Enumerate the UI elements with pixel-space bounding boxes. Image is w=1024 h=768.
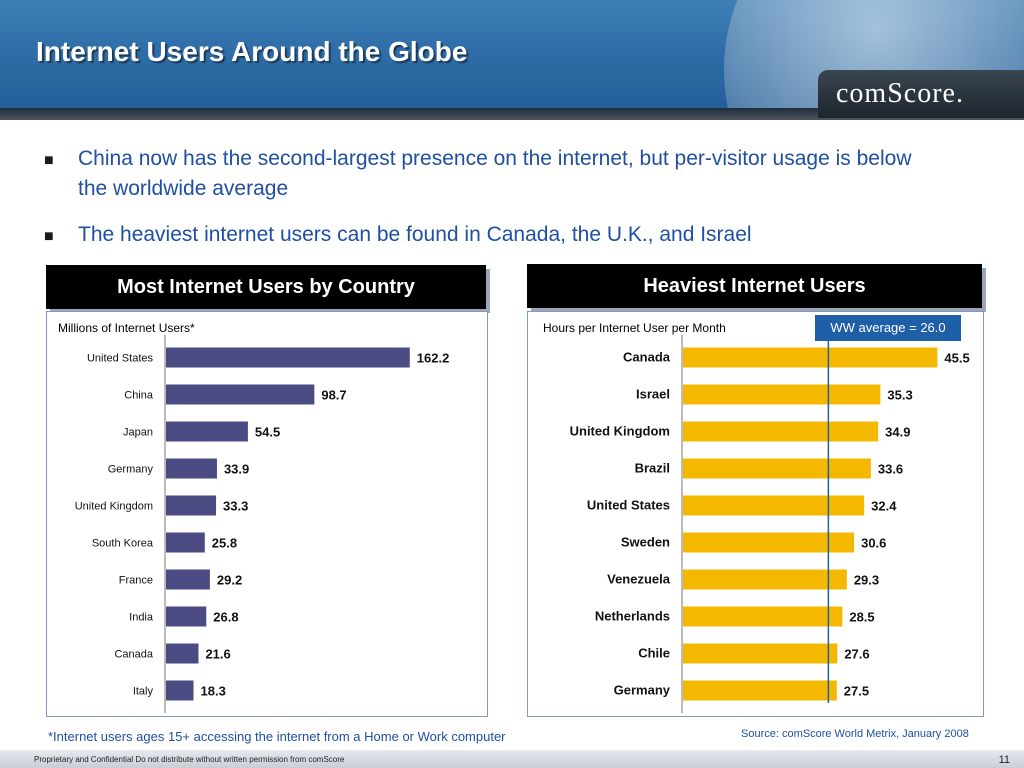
header-divider — [0, 108, 1024, 120]
category-label-south-korea: South Korea — [92, 538, 154, 550]
bar-united-states — [683, 495, 865, 516]
square-bullet-icon: ■ — [44, 228, 54, 245]
left-chart-panel — [46, 311, 488, 717]
category-label-venezuela: Venezuela — [607, 572, 671, 587]
category-label-united-states: United States — [87, 353, 154, 365]
bar-italy — [166, 680, 194, 701]
confidential-notice: Proprietary and Confidential Do not dist… — [34, 755, 345, 764]
bar-united-states — [166, 347, 410, 368]
value-label-united-kingdom: 33.3 — [223, 499, 248, 514]
page-number: 11 — [998, 754, 1010, 766]
bullet-item: ■ China now has the second-largest prese… — [44, 144, 944, 204]
left-panel-title: Most Internet Users by Country — [46, 265, 486, 309]
bar-united-kingdom — [683, 421, 879, 442]
ww-average-badge: WW average = 26.0 — [815, 315, 961, 341]
category-label-germany: Germany — [108, 464, 154, 476]
bar-south-korea — [166, 532, 205, 553]
left-chart-subtitle: Millions of Internet Users* — [58, 321, 195, 335]
value-label-venezuela: 29.3 — [854, 573, 879, 588]
value-label-israel: 35.3 — [887, 388, 912, 403]
value-label-germany: 27.5 — [844, 684, 869, 699]
bar-japan — [166, 421, 248, 442]
value-label-united-kingdom: 34.9 — [885, 425, 910, 440]
category-label-italy: Italy — [133, 686, 154, 698]
category-label-united-states: United States — [587, 498, 670, 513]
right-bar-chart: Canada 45.5 Israel 35.3 United Kingdom 34.9 Br… — [570, 335, 970, 713]
category-label-canada: Canada — [114, 649, 153, 661]
category-label-chile: Chile — [638, 646, 670, 661]
footnote: *Internet users ages 15+ accessing the i… — [48, 729, 506, 744]
bar-india — [166, 606, 207, 627]
value-label-france: 29.2 — [217, 573, 242, 588]
category-label-united-kingdom: United Kingdom — [570, 424, 670, 439]
value-label-canada: 21.6 — [205, 647, 230, 662]
bar-germany — [683, 680, 837, 701]
comscore-logo: comScore. — [836, 78, 964, 109]
bar-israel — [683, 384, 881, 405]
bar-chile — [683, 643, 838, 664]
value-label-china: 98.7 — [321, 388, 346, 403]
bar-netherlands — [683, 606, 843, 627]
category-label-netherlands: Netherlands — [595, 609, 670, 624]
bar-canada — [166, 643, 199, 664]
bar-venezuela — [683, 569, 847, 590]
category-label-israel: Israel — [636, 387, 670, 402]
page-title: Internet Users Around the Globe — [36, 36, 468, 67]
value-label-netherlands: 28.5 — [849, 610, 874, 625]
square-bullet-icon: ■ — [44, 152, 54, 169]
logo-plate — [818, 70, 1024, 118]
bullet-list: ■ China now has the second-largest prese… — [44, 144, 944, 268]
value-label-india: 26.8 — [213, 610, 238, 625]
category-label-sweden: Sweden — [621, 535, 670, 550]
category-label-brazil: Brazil — [635, 461, 670, 476]
category-label-united-kingdom: United Kingdom — [75, 501, 153, 513]
value-label-canada: 45.5 — [944, 351, 969, 366]
right-chart-subtitle: Hours per Internet User per Month — [543, 321, 726, 335]
value-label-south-korea: 25.8 — [212, 536, 237, 551]
value-label-italy: 18.3 — [201, 684, 226, 699]
category-label-india: India — [129, 612, 154, 624]
bar-canada — [683, 347, 938, 368]
right-panel-title: Heaviest Internet Users — [527, 264, 982, 308]
bar-china — [166, 384, 315, 405]
bar-sweden — [683, 532, 855, 553]
value-label-united-states: 32.4 — [871, 499, 897, 514]
category-label-germany: Germany — [614, 683, 671, 698]
bar-germany — [166, 458, 217, 479]
value-label-brazil: 33.6 — [878, 462, 903, 477]
slide-header: Internet Users Around the Globe — [0, 0, 1024, 108]
value-label-japan: 54.5 — [255, 425, 280, 440]
footer-bar — [0, 750, 1024, 768]
value-label-chile: 27.6 — [844, 647, 869, 662]
category-label-france: France — [119, 575, 153, 587]
value-label-sweden: 30.6 — [861, 536, 886, 551]
bullet-text: China now has the second-largest presenc… — [78, 147, 912, 200]
bar-brazil — [683, 458, 871, 479]
value-label-germany: 33.9 — [224, 462, 249, 477]
value-label-united-states: 162.2 — [417, 351, 450, 366]
category-label-japan: Japan — [123, 427, 153, 439]
bar-france — [166, 569, 210, 590]
bullet-item: ■ The heaviest internet users can be fou… — [44, 220, 944, 252]
category-label-china: China — [124, 390, 154, 402]
bar-united-kingdom — [166, 495, 217, 516]
source-note: Source: comScore World Metrix, January 2… — [741, 728, 969, 740]
bullet-text: The heaviest internet users can be found… — [78, 223, 752, 246]
left-bar-chart: United States 162.2 China 98.7 Japan 54.5 Germ… — [75, 335, 450, 713]
category-label-canada: Canada — [623, 350, 671, 365]
